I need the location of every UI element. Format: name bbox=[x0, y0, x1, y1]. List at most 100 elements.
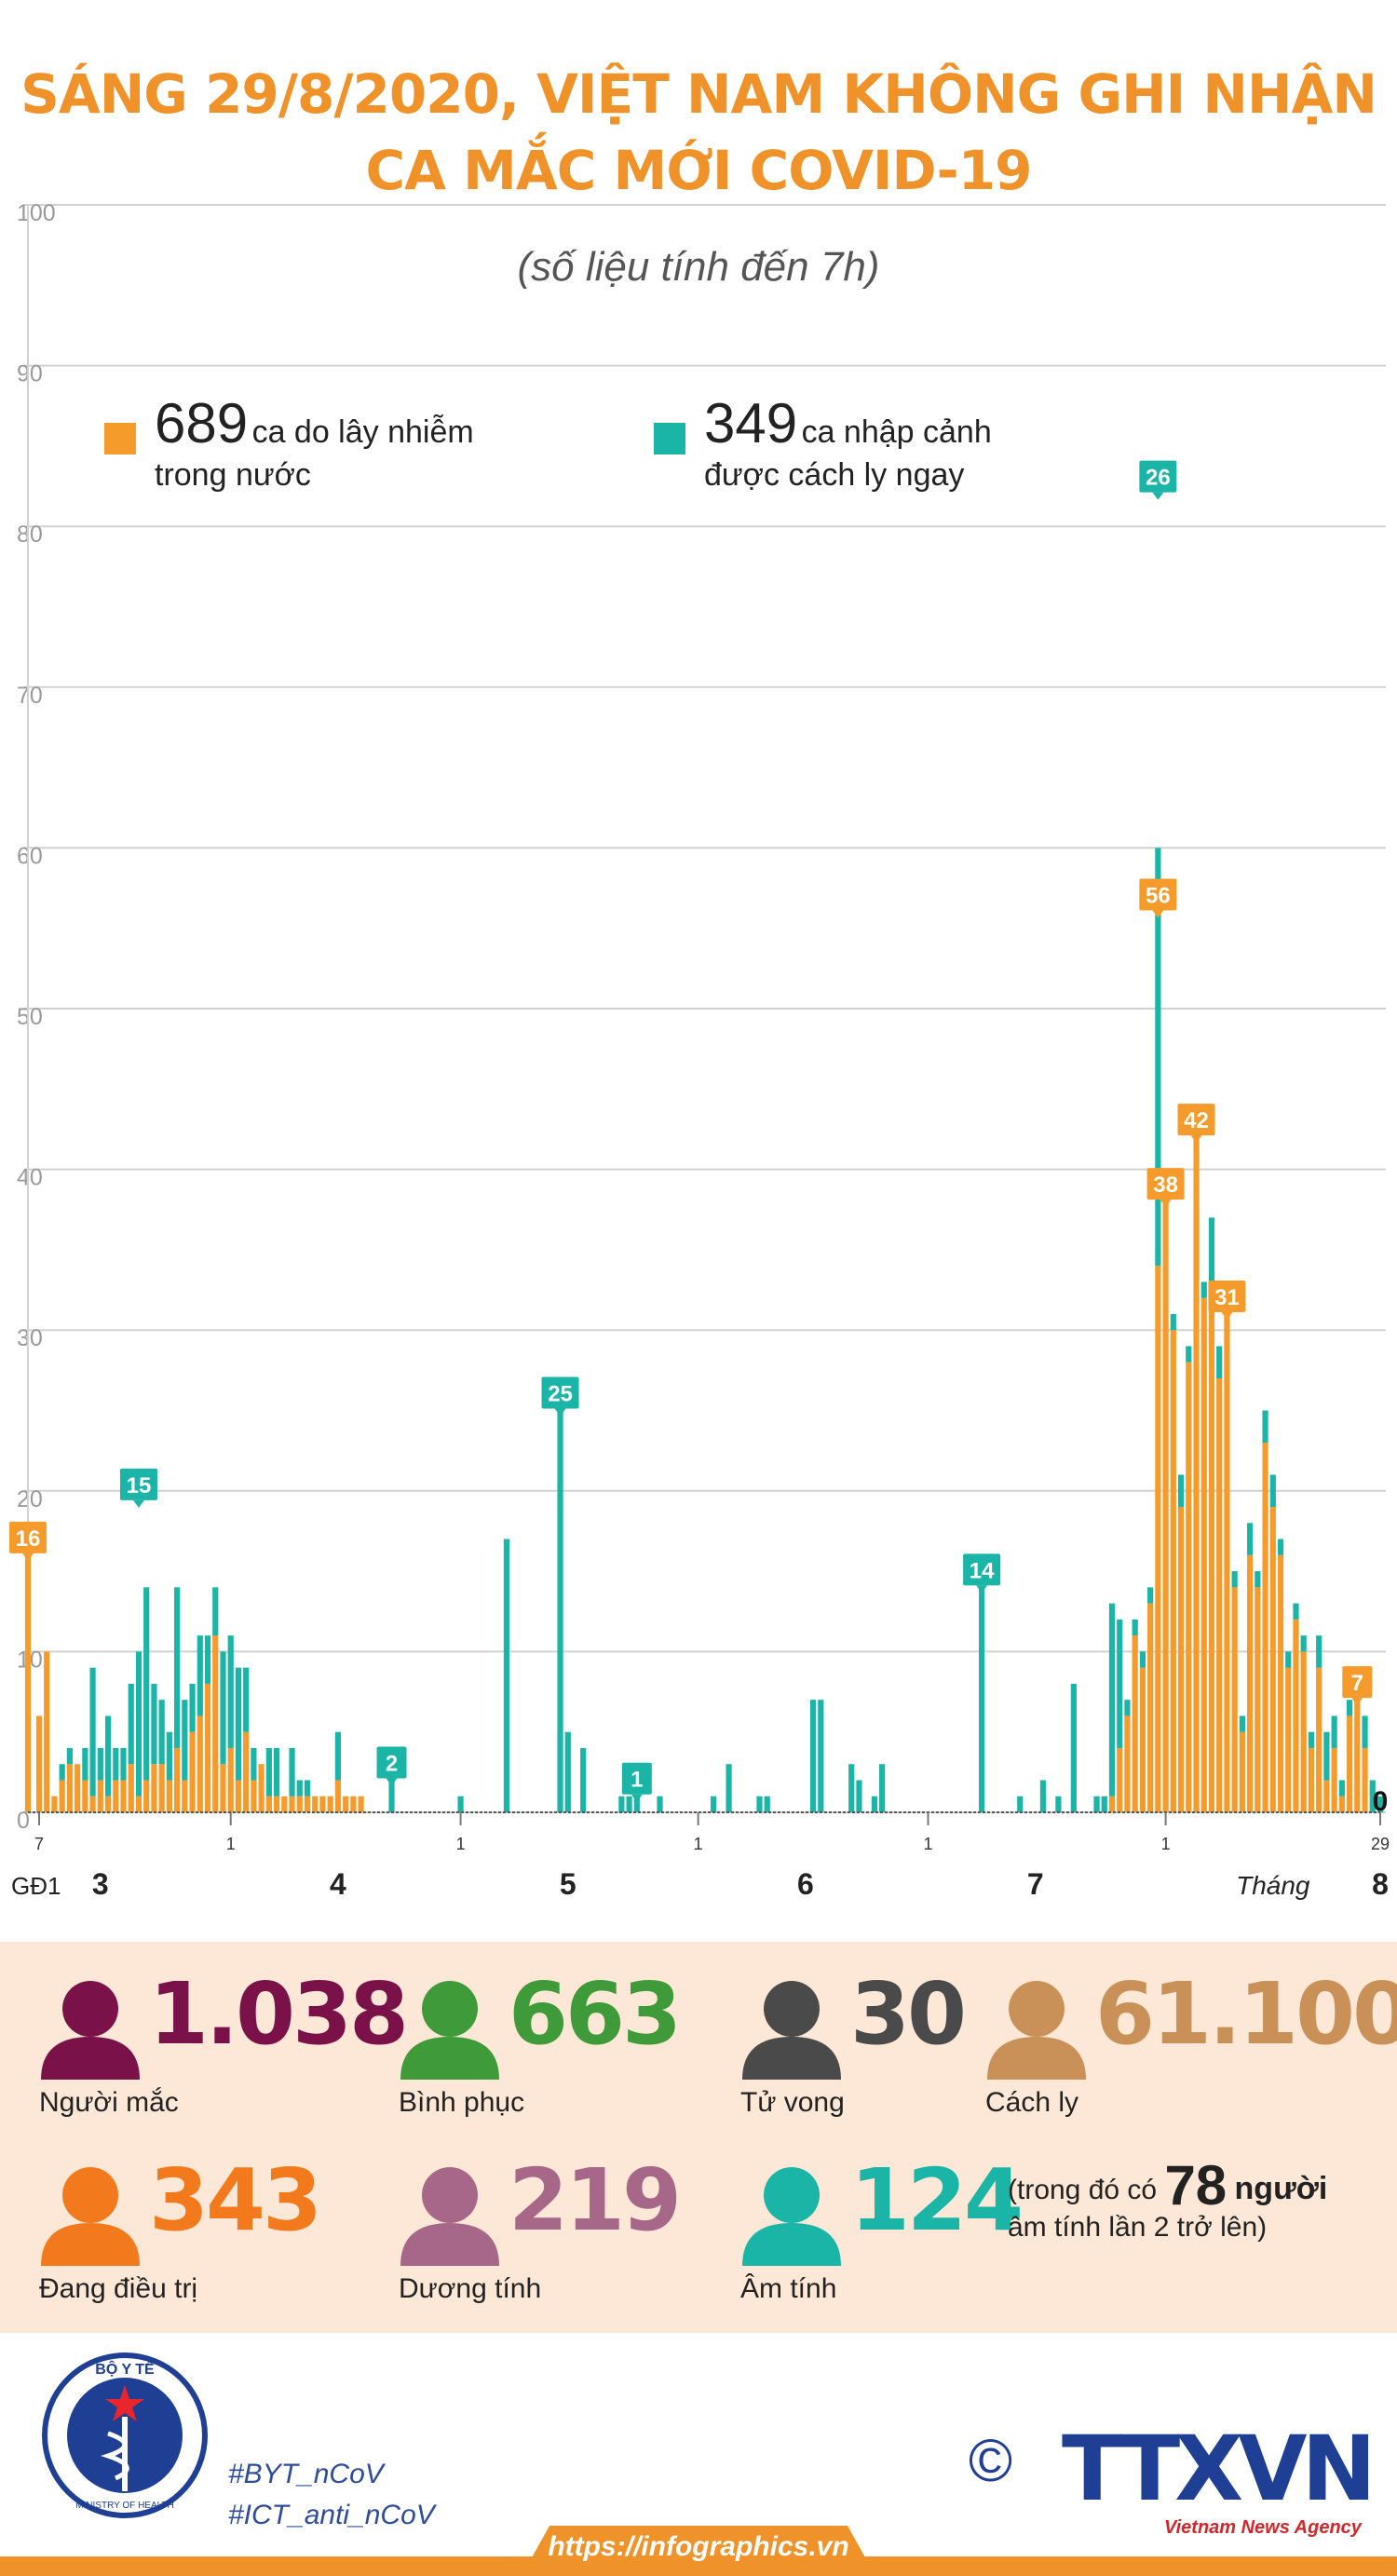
bar-domestic bbox=[358, 1796, 364, 1812]
bar-imported bbox=[618, 1796, 625, 1812]
ministry-logo-subtext: MINISTRY OF HEALTH bbox=[75, 2501, 174, 2511]
ministry-logo-text: BỘ Y TẾ bbox=[95, 2360, 155, 2378]
hashtag-ict[interactable]: #ICT_anti_nCoV bbox=[228, 2500, 435, 2530]
bar-domestic bbox=[289, 1796, 295, 1812]
bar-domestic bbox=[258, 1764, 264, 1812]
callout-pointer bbox=[1190, 1135, 1202, 1144]
bar-domestic bbox=[1323, 1780, 1330, 1812]
bar-imported bbox=[120, 1747, 127, 1781]
bar-domestic bbox=[281, 1796, 288, 1812]
bar-domestic bbox=[296, 1796, 303, 1812]
legend-domestic: 689 ca do lây nhiễm trong nước bbox=[104, 391, 474, 494]
person-icon bbox=[400, 1981, 499, 2080]
bar-imported bbox=[1331, 1715, 1337, 1748]
y-tick-label: 40 bbox=[17, 1165, 43, 1191]
bar-domestic bbox=[1208, 1281, 1215, 1812]
person-icon bbox=[41, 1981, 140, 2080]
bar-imported bbox=[457, 1796, 464, 1812]
url-tab bbox=[522, 2526, 875, 2576]
bar-domestic bbox=[1293, 1619, 1299, 1812]
callout-box bbox=[1139, 878, 1177, 911]
callout-box bbox=[1177, 1104, 1215, 1136]
bar-imported bbox=[633, 1796, 640, 1812]
bar-imported bbox=[657, 1796, 663, 1812]
bar-domestic bbox=[334, 1780, 342, 1812]
bar-imported bbox=[1216, 1346, 1223, 1378]
month-label: 4 bbox=[330, 1867, 346, 1901]
person-icon bbox=[742, 2167, 841, 2266]
month-word-label: Tháng bbox=[1236, 1871, 1310, 1900]
legend-domestic-text2: trong nước bbox=[155, 457, 311, 493]
bar-domestic bbox=[220, 1764, 226, 1812]
bar-imported bbox=[1055, 1796, 1062, 1812]
bar-domestic bbox=[24, 1554, 32, 1812]
y-tick-label: 30 bbox=[17, 1325, 43, 1351]
x-tick-label: 29 bbox=[1371, 1835, 1390, 1853]
bar-imported bbox=[1170, 1313, 1176, 1331]
bar-imported bbox=[158, 1700, 165, 1765]
bar-imported bbox=[1316, 1635, 1322, 1668]
bar-domestic bbox=[1239, 1731, 1245, 1812]
hashtag-byt[interactable]: #BYT_nCoV bbox=[228, 2459, 384, 2489]
callout-pointer bbox=[1160, 1200, 1172, 1208]
stat-negative-label: Âm tính bbox=[740, 2273, 837, 2304]
bar-imported bbox=[711, 1796, 717, 1812]
bar-imported bbox=[1070, 1683, 1077, 1812]
copyright-icon: © bbox=[969, 2427, 1013, 2494]
bar-imported bbox=[1300, 1635, 1307, 1652]
stat-deaths-value: 30 bbox=[850, 1964, 967, 2064]
bar-imported bbox=[197, 1635, 203, 1716]
bar-domestic bbox=[44, 1651, 50, 1812]
callout-label: 26 bbox=[1146, 466, 1171, 491]
bar-imported bbox=[1247, 1523, 1254, 1555]
bar-imported bbox=[243, 1667, 250, 1732]
person-icon bbox=[987, 1981, 1086, 2080]
bar-domestic bbox=[166, 1780, 172, 1812]
negative-note: (trong đó có 78 người âm tính lần 2 trở … bbox=[1008, 2158, 1328, 2246]
bar-imported bbox=[143, 1587, 150, 1781]
y-tick-label: 20 bbox=[17, 1486, 43, 1512]
bar-domestic bbox=[66, 1764, 74, 1812]
stat-recovered-label: Bình phục bbox=[399, 2087, 525, 2118]
bar-imported bbox=[1369, 1780, 1376, 1812]
note-number: 78 bbox=[1164, 2154, 1227, 2217]
bar-domestic bbox=[1308, 1747, 1315, 1812]
bar-domestic bbox=[343, 1796, 349, 1812]
callout-box bbox=[621, 1762, 652, 1795]
bar-domestic bbox=[1216, 1377, 1223, 1812]
bar-imported bbox=[128, 1683, 134, 1765]
bar-imported bbox=[212, 1587, 219, 1636]
bar-imported bbox=[66, 1747, 74, 1765]
x-tick-label: 1 bbox=[1161, 1835, 1171, 1853]
bar-imported bbox=[1277, 1539, 1284, 1555]
bar-domestic bbox=[1362, 1747, 1368, 1812]
bar-domestic bbox=[1300, 1651, 1307, 1812]
bar-domestic bbox=[243, 1731, 250, 1812]
note-word: người bbox=[1234, 2171, 1328, 2206]
bar-imported bbox=[1155, 847, 1161, 1267]
callout-box bbox=[1139, 460, 1177, 493]
bar-imported bbox=[848, 1764, 855, 1812]
x-tick-label: 1 bbox=[924, 1835, 933, 1853]
bar-imported bbox=[1269, 1474, 1276, 1508]
legend-imported: 349 ca nhập cảnh được cách ly ngay bbox=[654, 391, 992, 494]
bar-domestic bbox=[327, 1796, 333, 1812]
bar-imported bbox=[1239, 1715, 1245, 1732]
callout-label: 16 bbox=[16, 1526, 41, 1552]
x-tick-label: 7 bbox=[34, 1835, 44, 1853]
bar-domestic bbox=[1262, 1443, 1268, 1812]
bar-imported bbox=[1147, 1587, 1154, 1604]
callout-pointer bbox=[22, 1552, 34, 1561]
callout-box bbox=[1342, 1666, 1373, 1699]
bar-imported bbox=[104, 1715, 112, 1796]
bar-domestic bbox=[1162, 1201, 1169, 1812]
y-tick-label: 90 bbox=[17, 361, 43, 387]
legend-imported-text2: được cách ly ngay bbox=[704, 457, 965, 493]
site-url-link[interactable]: https://infographics.vn bbox=[548, 2531, 849, 2562]
callout-label: 0 bbox=[1373, 1786, 1389, 1817]
bar-domestic bbox=[128, 1764, 134, 1812]
bar-imported bbox=[1285, 1651, 1292, 1668]
bar-domestic bbox=[235, 1780, 242, 1812]
bar-domestic bbox=[135, 1796, 142, 1812]
bar-imported bbox=[166, 1731, 172, 1781]
